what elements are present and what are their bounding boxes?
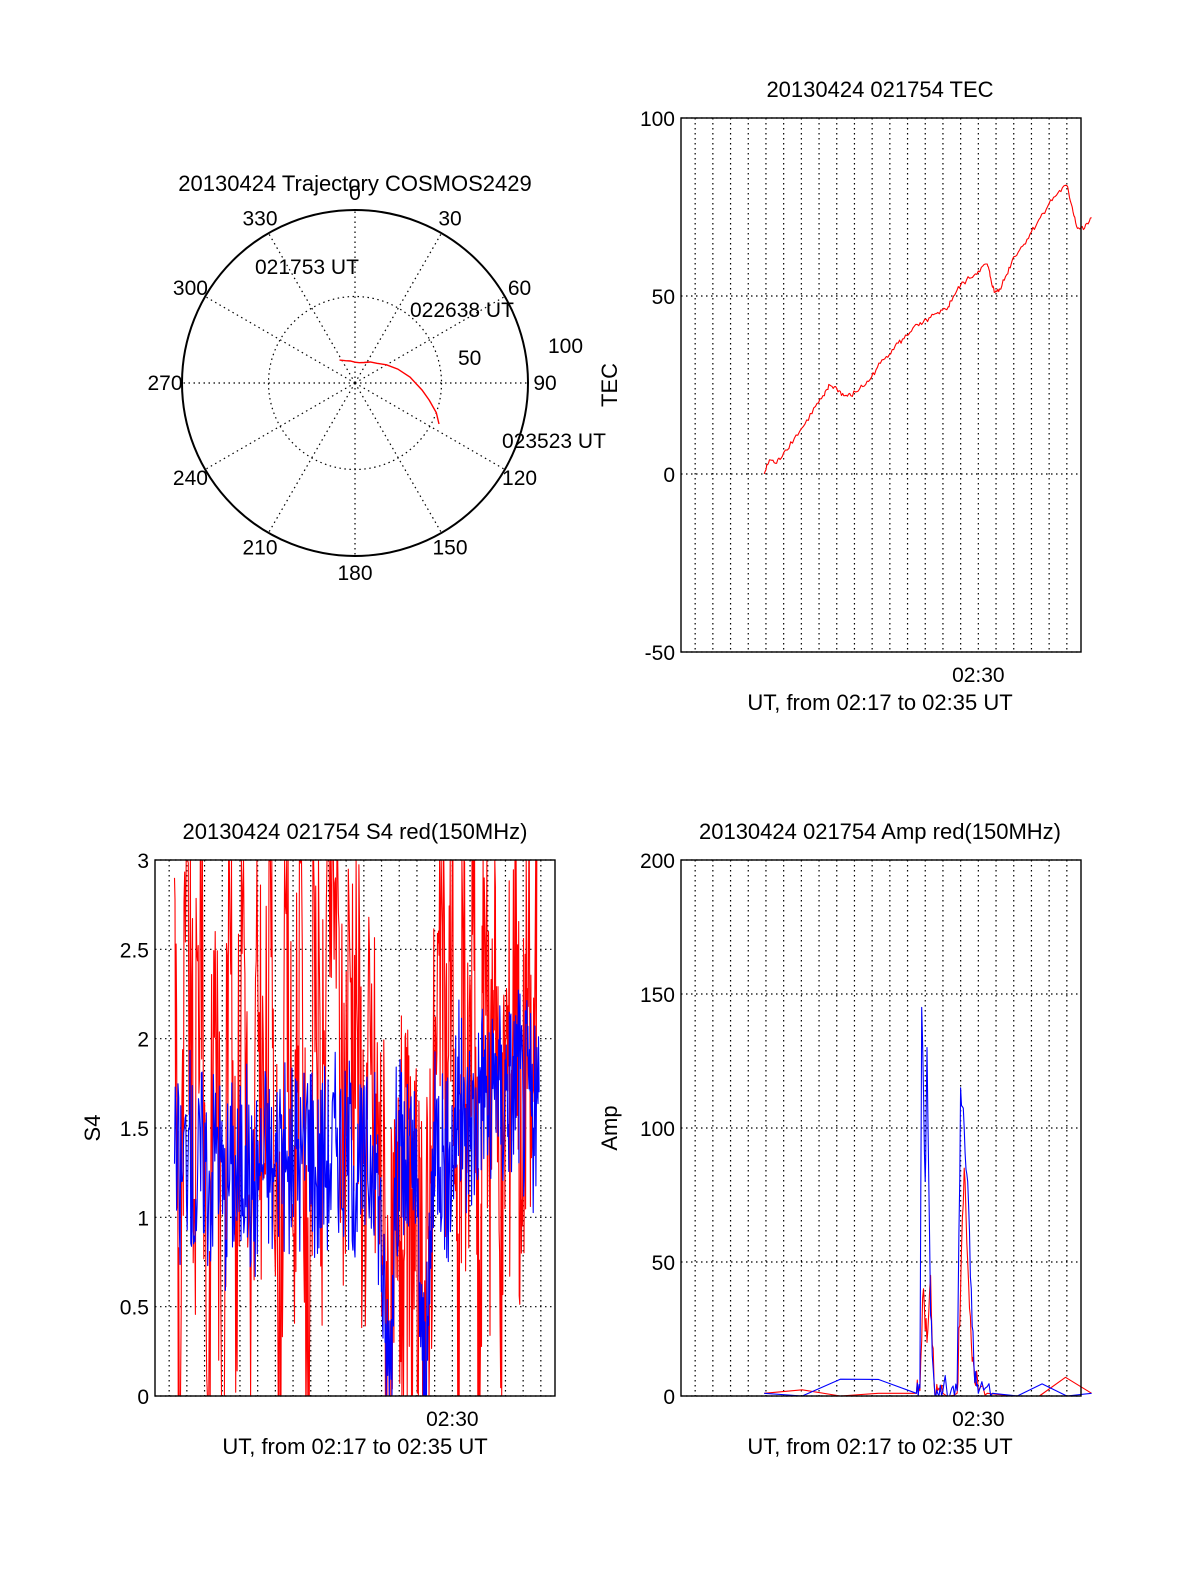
azimuth-spoke	[267, 232, 356, 384]
polar-grid	[181, 209, 529, 557]
y-tick-label: 1.5	[120, 1118, 149, 1141]
azimuth-label: 60	[508, 277, 531, 300]
x-tick-label: 02:30	[426, 1408, 479, 1431]
y-tick-label: 0	[663, 464, 675, 487]
s4-blue-line	[173, 989, 540, 1397]
y-tick-label: -50	[645, 642, 675, 665]
y-tick-label: 200	[640, 850, 675, 873]
s4-red-line	[173, 859, 538, 1397]
amp-frame	[680, 859, 1082, 1397]
azimuth-spoke	[267, 382, 356, 534]
s4-frame	[154, 859, 556, 1397]
azimuth-label: 120	[502, 467, 537, 490]
azimuth-label: 240	[173, 467, 208, 490]
radial-label-100: 100	[548, 335, 583, 358]
y-tick-label: 150	[640, 984, 675, 1007]
amp-grid	[681, 859, 1081, 1397]
azimuth-spoke	[354, 382, 443, 534]
azimuth-spoke	[354, 232, 443, 384]
tec-frame	[680, 117, 1082, 653]
azimuth-label: 300	[173, 277, 208, 300]
polar-series	[339, 359, 440, 425]
tec-series	[763, 184, 1092, 475]
azimuth-label: 90	[533, 372, 556, 395]
y-tick-label: 1	[137, 1207, 149, 1230]
y-tick-label: 0	[663, 1386, 675, 1409]
s4-ticks: 3 2.5 2 1.5 1 0.5 0 02:30	[120, 850, 479, 1431]
trajectory-start-label: 021753 UT	[255, 256, 359, 279]
tec-xlabel: UT, from 02:17 to 02:35 UT	[747, 690, 1012, 715]
azimuth-label: 150	[432, 537, 467, 560]
s4-panel: 20130424 021754 S4 red(150MHz) 3 2.5 2 1.5 1…	[80, 819, 556, 1459]
azimuth-spoke	[204, 295, 356, 384]
azimuth-label: 30	[438, 207, 461, 230]
amp-series	[764, 1006, 1092, 1397]
y-tick-label: 3	[137, 850, 149, 873]
trajectory-end-label: 023523 UT	[502, 430, 606, 453]
trajectory-line	[339, 359, 440, 425]
y-tick-label: 0	[137, 1386, 149, 1409]
azimuth-label: 210	[242, 537, 277, 560]
s4-ylabel: S4	[80, 1115, 105, 1142]
amp-xlabel: UT, from 02:17 to 02:35 UT	[747, 1434, 1012, 1459]
y-tick-label: 50	[652, 1252, 675, 1275]
y-tick-label: 2.5	[120, 939, 149, 962]
trajectory-title: 20130424 Trajectory COSMOS2429	[178, 171, 531, 196]
horizon-ring	[181, 209, 529, 557]
y-tick-label: 100	[640, 1118, 675, 1141]
tec-red-line	[763, 184, 1092, 475]
y-tick-label: 0.5	[120, 1297, 149, 1320]
tec-ticks: 100 50 0 -50 02:30	[640, 108, 1005, 687]
s4-series	[173, 859, 540, 1397]
amp-panel: 20130424 021754 Amp red(150MHz) 200 150 10…	[597, 819, 1092, 1459]
s4-title: 20130424 021754 S4 red(150MHz)	[183, 819, 528, 844]
trajectory-mid-label: 022638 UT	[410, 299, 514, 322]
amp-ylabel: Amp	[597, 1105, 622, 1150]
azimuth-spoke	[354, 382, 506, 471]
amp-title: 20130424 021754 Amp red(150MHz)	[699, 819, 1061, 844]
amp-red-line	[764, 1167, 1092, 1397]
x-tick-label: 02:30	[952, 664, 1005, 687]
amp-blue-line	[764, 1006, 1092, 1397]
tec-ylabel: TEC	[597, 363, 622, 407]
y-tick-label: 100	[640, 108, 675, 131]
s4-xlabel: UT, from 02:17 to 02:35 UT	[222, 1434, 487, 1459]
amp-ticks: 200 150 100 50 0 02:30	[640, 850, 1005, 1431]
radial-label-50: 50	[458, 347, 481, 370]
polar-labels: 0 30 60 90 120 150 180 210 240 270 300 330 50 100	[147, 182, 583, 585]
x-tick-label: 02:30	[952, 1408, 1005, 1431]
azimuth-label: 0	[349, 182, 361, 205]
trajectory-polar-panel: 20130424 Trajectory COSMOS2429 0 30 60 90 12…	[147, 171, 606, 585]
azimuth-label: 330	[242, 207, 277, 230]
y-tick-label: 50	[652, 286, 675, 309]
azimuth-label: 270	[147, 372, 182, 395]
tec-title: 20130424 021754 TEC	[766, 77, 993, 102]
tec-panel: 20130424 021754 TEC 100 50 0 -50 02:30 TEC U…	[597, 77, 1092, 715]
azimuth-spoke	[354, 295, 506, 384]
azimuth-spoke	[204, 382, 356, 471]
y-tick-label: 2	[137, 1029, 149, 1052]
tec-grid	[681, 117, 1081, 653]
azimuth-label: 180	[337, 562, 372, 585]
